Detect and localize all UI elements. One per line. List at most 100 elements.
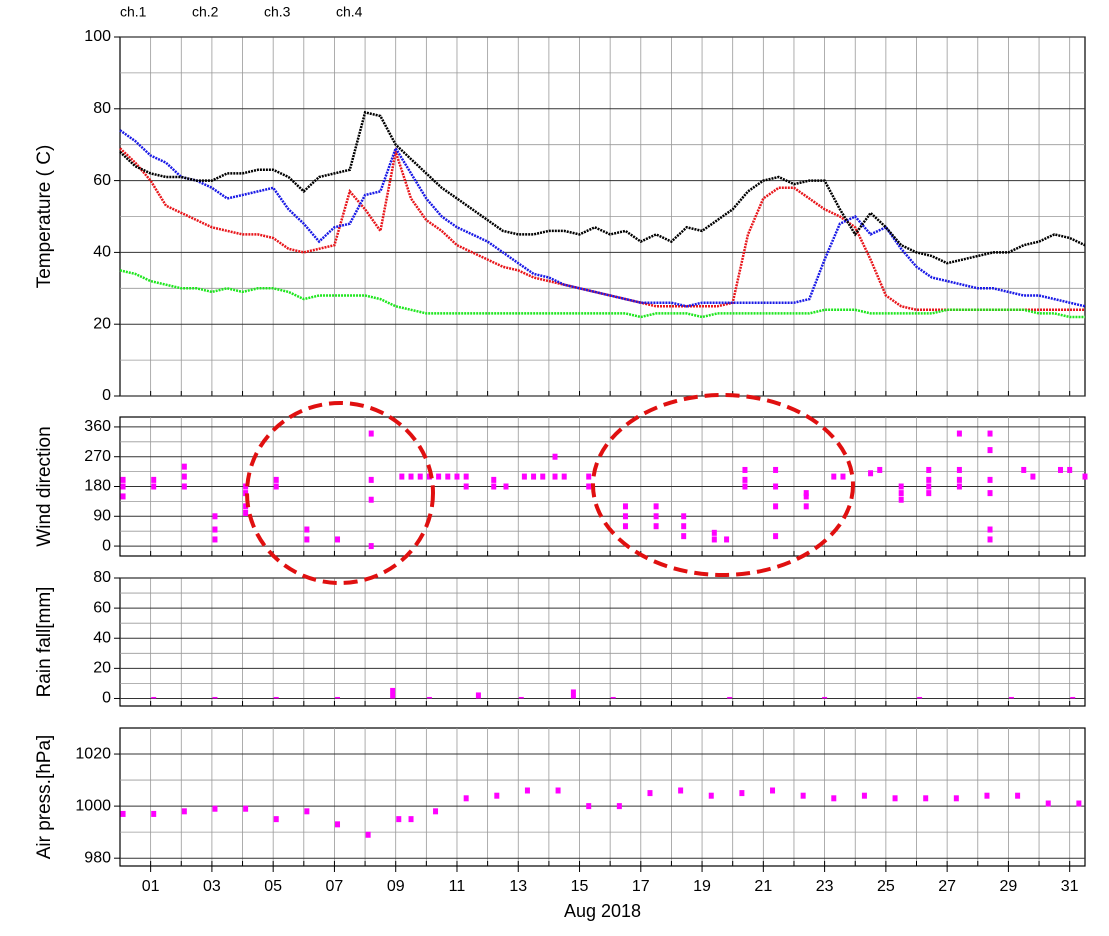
point xyxy=(181,808,187,815)
x-tick-label: 07 xyxy=(326,878,344,895)
point xyxy=(120,810,126,817)
y-tick-label: 270 xyxy=(84,448,111,465)
point xyxy=(708,792,714,799)
y-tick-label: 0 xyxy=(102,387,111,404)
point xyxy=(803,493,809,500)
point xyxy=(368,496,374,503)
bar xyxy=(570,689,576,699)
point xyxy=(151,483,157,490)
point xyxy=(926,483,932,490)
point xyxy=(803,490,809,497)
point xyxy=(987,430,993,437)
point xyxy=(212,526,218,533)
point xyxy=(803,503,809,510)
point xyxy=(742,466,748,473)
y-tick-label: 90 xyxy=(93,508,111,525)
point xyxy=(773,533,779,540)
point xyxy=(399,473,405,480)
bar xyxy=(475,692,481,699)
point xyxy=(243,805,249,812)
point xyxy=(335,536,341,543)
point xyxy=(368,430,374,437)
point xyxy=(181,463,187,470)
point xyxy=(681,523,687,530)
point xyxy=(396,816,402,823)
y-tick-label: 100 xyxy=(84,28,111,45)
point xyxy=(956,483,962,490)
point xyxy=(304,808,310,815)
y-axis-title: Air press.[hPa] xyxy=(34,735,55,860)
point xyxy=(1057,466,1063,473)
point xyxy=(304,536,310,543)
point xyxy=(711,536,717,543)
legend-label: ch.3 xyxy=(264,4,291,20)
point xyxy=(653,503,659,510)
point xyxy=(586,473,592,480)
y-tick-label: 180 xyxy=(84,478,111,495)
y-axis-title: Wind direction xyxy=(34,426,55,546)
bar xyxy=(273,696,279,699)
point xyxy=(273,483,279,490)
point xyxy=(503,483,509,490)
plot-frame xyxy=(119,577,1086,707)
point xyxy=(926,476,932,483)
point xyxy=(1076,800,1082,807)
point xyxy=(984,792,990,799)
point xyxy=(1067,466,1073,473)
point xyxy=(926,490,932,497)
point xyxy=(800,792,806,799)
point xyxy=(1015,792,1021,799)
legend-label: ch.4 xyxy=(336,4,363,20)
x-tick-label: 15 xyxy=(571,878,589,895)
point xyxy=(681,533,687,540)
point xyxy=(120,493,126,500)
x-tick-label: 31 xyxy=(1061,878,1079,895)
y-tick-label: 360 xyxy=(84,418,111,435)
x-tick-label: 29 xyxy=(1000,878,1018,895)
point xyxy=(739,790,745,797)
point xyxy=(212,513,218,520)
x-tick-label: 27 xyxy=(938,878,956,895)
point xyxy=(586,803,592,810)
point xyxy=(491,476,497,483)
point xyxy=(926,466,932,473)
highlight-ellipse xyxy=(245,401,435,585)
y-tick-label: 0 xyxy=(102,537,111,554)
point xyxy=(454,473,460,480)
point xyxy=(923,795,929,802)
point xyxy=(861,792,867,799)
bar xyxy=(727,696,733,699)
point xyxy=(521,473,527,480)
point xyxy=(1045,800,1051,807)
y-tick-label: 60 xyxy=(93,172,111,189)
point xyxy=(436,473,442,480)
bar xyxy=(610,696,616,699)
bar xyxy=(390,687,396,699)
point xyxy=(417,473,423,480)
y-tick-label: 40 xyxy=(93,629,111,646)
point xyxy=(552,453,558,460)
x-tick-label: 03 xyxy=(203,878,221,895)
y-tick-label: 80 xyxy=(93,569,111,586)
point xyxy=(724,536,730,543)
point xyxy=(463,483,469,490)
point xyxy=(987,536,993,543)
bar xyxy=(822,696,828,699)
y-tick-label: 0 xyxy=(102,690,111,707)
bar xyxy=(1070,696,1076,699)
bar xyxy=(426,696,432,699)
y-tick-label: 20 xyxy=(93,660,111,677)
legend-label: ch.2 xyxy=(192,4,219,20)
point xyxy=(243,483,249,490)
series-line xyxy=(119,110,1086,265)
point xyxy=(953,795,959,802)
point xyxy=(120,483,126,490)
point xyxy=(681,513,687,520)
point xyxy=(773,503,779,510)
point xyxy=(831,795,837,802)
highlight-ellipse xyxy=(591,393,855,577)
x-axis-title: Aug 2018 xyxy=(564,901,641,921)
y-tick-label: 20 xyxy=(93,315,111,332)
point xyxy=(368,543,374,550)
